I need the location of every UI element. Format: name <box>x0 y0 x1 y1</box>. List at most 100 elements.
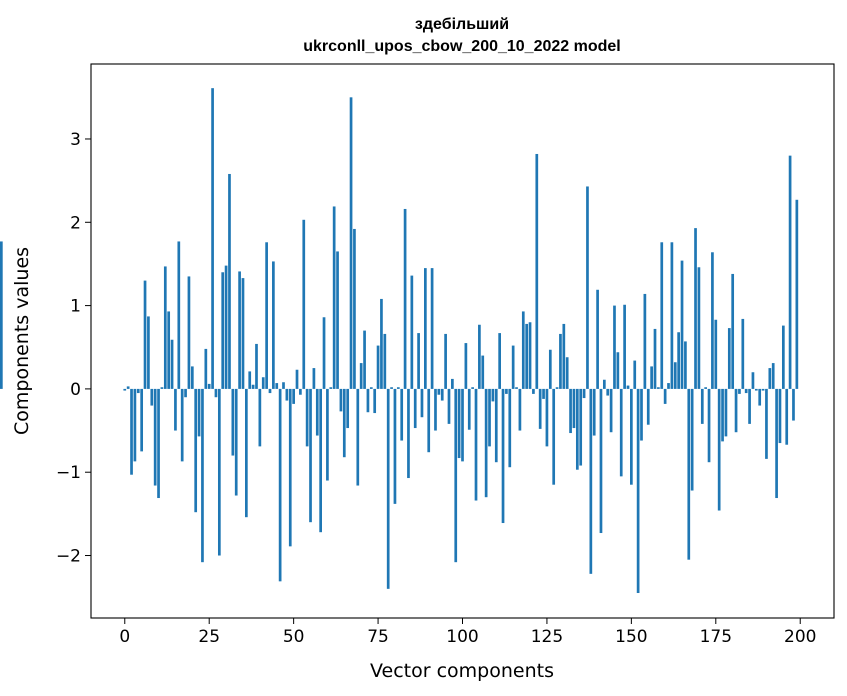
bar <box>548 349 552 389</box>
bar <box>511 345 515 389</box>
bar <box>265 242 268 389</box>
bar <box>731 273 735 389</box>
bar <box>380 298 383 389</box>
y-axis-ticks: −2 −1 0 1 2 3 <box>56 130 91 567</box>
bar <box>684 341 687 389</box>
x-tick-label: 75 <box>367 627 389 647</box>
bar <box>356 388 360 486</box>
x-tick-label: 150 <box>615 627 647 647</box>
bar <box>353 228 356 389</box>
bar <box>390 387 393 389</box>
bar <box>126 386 130 389</box>
bar <box>238 271 241 389</box>
bar <box>761 388 765 391</box>
bar <box>346 388 350 429</box>
bar <box>396 387 400 389</box>
bar <box>515 387 518 389</box>
bar <box>160 387 164 389</box>
bar <box>673 362 677 389</box>
bar <box>245 388 248 518</box>
bar <box>582 388 586 399</box>
bar <box>207 383 211 389</box>
bar <box>248 371 252 389</box>
bar <box>792 388 795 421</box>
bar <box>292 388 295 404</box>
bar <box>177 241 181 389</box>
bar <box>653 328 657 389</box>
bar <box>754 388 758 391</box>
bar <box>528 322 532 389</box>
bar <box>626 385 630 389</box>
bar <box>606 388 610 396</box>
bar <box>326 388 329 481</box>
bar <box>255 343 258 389</box>
bar <box>538 388 542 429</box>
bar <box>299 388 302 395</box>
bar <box>501 388 505 524</box>
bar <box>336 251 339 389</box>
bar <box>711 252 714 389</box>
bar <box>704 387 708 389</box>
bar <box>393 388 397 504</box>
bar <box>670 242 674 389</box>
bar <box>376 345 380 389</box>
bar <box>616 352 620 389</box>
bar <box>717 388 721 511</box>
bar <box>217 388 221 556</box>
bar-series <box>0 88 799 594</box>
bar <box>295 369 299 389</box>
bar <box>748 388 751 424</box>
bar <box>518 388 522 431</box>
bar <box>221 272 225 389</box>
y-tick-label: 0 <box>70 380 81 400</box>
bar <box>775 388 778 499</box>
bar <box>768 368 772 389</box>
bar <box>525 323 529 389</box>
bar <box>410 275 414 389</box>
bar <box>690 388 694 491</box>
bar <box>785 388 789 445</box>
bar <box>451 378 454 389</box>
bar <box>636 388 640 594</box>
bar <box>694 228 697 389</box>
bar <box>565 357 569 389</box>
bar <box>589 388 593 574</box>
bar <box>194 388 198 513</box>
bar <box>542 388 545 399</box>
bar <box>322 317 326 389</box>
bar <box>454 388 458 563</box>
bar <box>143 280 147 389</box>
bar <box>602 379 606 389</box>
bar <box>359 363 363 389</box>
bar <box>751 372 755 389</box>
bar <box>349 97 353 389</box>
bar <box>559 333 562 389</box>
bar <box>521 311 525 389</box>
bar <box>201 388 204 563</box>
bar <box>494 388 498 463</box>
x-tick-label: 125 <box>531 627 563 647</box>
bar <box>765 388 768 459</box>
bar <box>575 388 579 470</box>
bar <box>643 293 647 389</box>
bar <box>444 333 447 389</box>
bar <box>498 333 501 389</box>
bar <box>174 388 177 431</box>
bar <box>0 241 3 389</box>
bar <box>657 387 660 389</box>
bar <box>150 388 154 406</box>
bar <box>163 266 167 389</box>
bar <box>302 219 306 389</box>
bar <box>508 388 512 468</box>
bar <box>697 267 701 389</box>
bar <box>481 355 485 389</box>
bar <box>781 325 785 389</box>
bar <box>424 268 427 389</box>
bar <box>241 278 245 389</box>
bar <box>440 388 444 401</box>
y-tick-label: 3 <box>70 130 81 150</box>
bar <box>646 388 650 425</box>
bar <box>532 388 535 394</box>
bar <box>369 387 373 389</box>
bar <box>650 366 653 389</box>
